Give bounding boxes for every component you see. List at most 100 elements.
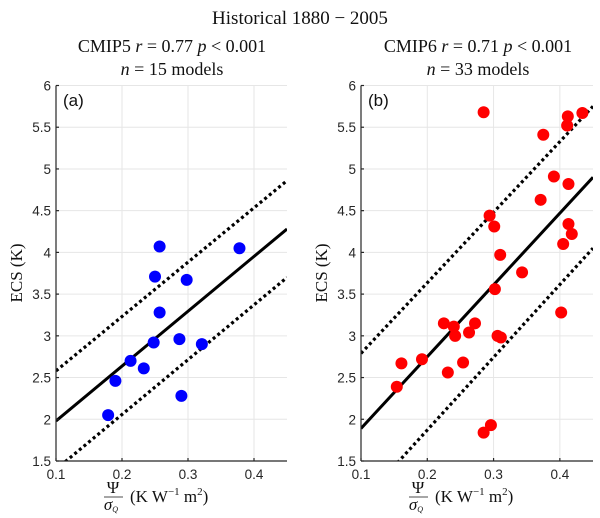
- y-tick-label: 3: [348, 329, 356, 344]
- y-tick-label: 6: [43, 79, 51, 94]
- x-tick-label: 0.4: [550, 467, 569, 482]
- data-point: [149, 270, 161, 283]
- y-tick-label: 5: [43, 162, 51, 177]
- data-point: [447, 320, 460, 333]
- data-point: [484, 419, 497, 432]
- panel-a-marks: [56, 179, 287, 461]
- lower-prediction-bound: [63, 276, 287, 461]
- panel-b-grid: [361, 85, 593, 461]
- panel-a-xlabel: Ψ σQ (K W−1 m2): [104, 478, 208, 514]
- data-point: [516, 266, 529, 279]
- data-point: [463, 326, 476, 339]
- x-tick-label: 0.2: [418, 467, 437, 482]
- data-point: [557, 238, 570, 251]
- data-point: [233, 242, 246, 255]
- data-point: [449, 329, 462, 342]
- xlabel-denominator: σQ: [104, 495, 118, 514]
- regression-line: [56, 227, 287, 423]
- data-point: [562, 177, 575, 190]
- panel-b-axes: 0.1 0.2 0.3 0.4 1.5 2 2.5 3 3.5 4 4.5 5 5.5 6: [337, 79, 593, 482]
- figure-suptitle: Historical 1880 − 2005: [212, 8, 388, 29]
- xlabel-units: (K W−1 m2): [435, 486, 513, 506]
- data-point: [469, 317, 482, 330]
- data-point: [494, 248, 507, 261]
- data-point: [457, 356, 470, 369]
- x-tick-label: 0.2: [113, 467, 132, 482]
- panel-a: CMIP5 r = 0.77 p < 0.001 n = 15 models 0…: [7, 36, 287, 514]
- y-tick-label: 3.5: [337, 287, 356, 302]
- data-point: [137, 362, 150, 375]
- x-tick-label: 0.3: [484, 467, 503, 482]
- data-point: [561, 119, 574, 132]
- y-tick-label: 6: [348, 79, 356, 94]
- xlabel-units: (K W−1 m2): [130, 486, 208, 506]
- upper-prediction-bound: [56, 179, 287, 373]
- data-point: [565, 228, 578, 241]
- y-tick-label: 1.5: [337, 454, 356, 469]
- panel-b-title: CMIP6 r = 0.71 p < 0.001: [384, 36, 572, 56]
- panel-a-tag: (a): [63, 91, 84, 110]
- data-point: [534, 193, 547, 206]
- xlabel-numerator: Ψ: [107, 478, 120, 497]
- y-tick-label: 5: [348, 162, 356, 177]
- y-tick-label: 4.5: [32, 204, 51, 219]
- data-point: [124, 354, 137, 367]
- data-point: [415, 353, 428, 366]
- data-point: [537, 128, 550, 141]
- data-point: [175, 389, 188, 402]
- panel-a-title: CMIP5 r = 0.77 p < 0.001: [78, 36, 266, 56]
- data-point: [102, 409, 115, 422]
- panel-b-tag: (b): [368, 91, 389, 110]
- data-point: [437, 317, 450, 330]
- data-point: [180, 273, 193, 286]
- xlabel-denominator: σQ: [409, 495, 423, 514]
- data-point: [562, 218, 575, 231]
- data-point: [390, 380, 403, 393]
- panel-b: CMIP6 r = 0.71 p < 0.001 n = 33 models 0…: [312, 36, 593, 514]
- data-point: [488, 220, 501, 233]
- y-tick-label: 4.5: [337, 204, 356, 219]
- y-tick-label: 5.5: [337, 120, 356, 135]
- panel-b-ylabel: ECS (K): [312, 243, 331, 302]
- data-point: [441, 366, 454, 379]
- upper-prediction-bound: [361, 105, 593, 355]
- x-tick-label: 0.1: [47, 467, 66, 482]
- data-point: [147, 336, 160, 349]
- y-tick-label: 3.5: [32, 287, 51, 302]
- y-tick-label: 4: [43, 245, 51, 260]
- data-point: [173, 333, 186, 346]
- y-tick-label: 2: [43, 412, 51, 427]
- x-tick-label: 0.3: [179, 467, 198, 482]
- data-point: [494, 331, 507, 344]
- data-point: [153, 306, 166, 319]
- x-tick-label: 0.1: [352, 467, 371, 482]
- data-point: [555, 306, 568, 319]
- x-tick-label: 0.4: [245, 467, 264, 482]
- y-tick-label: 3: [43, 329, 51, 344]
- panel-a-axes: 0.1 0.2 0.3 0.4 1.5 2 2.5 3 3.5 4 4.5 5 5.5 6: [32, 79, 287, 482]
- panel-a-ylabel: ECS (K): [7, 243, 26, 302]
- data-point: [153, 240, 166, 253]
- data-point: [576, 107, 589, 120]
- y-tick-label: 2.5: [337, 371, 356, 386]
- y-tick-label: 4: [348, 245, 356, 260]
- data-point: [477, 106, 490, 119]
- data-point: [561, 110, 574, 123]
- y-tick-label: 2.5: [32, 371, 51, 386]
- panel-b-marks: [361, 105, 593, 461]
- xlabel-numerator: Ψ: [412, 478, 425, 497]
- y-tick-label: 5.5: [32, 120, 51, 135]
- lower-prediction-bound: [396, 247, 593, 461]
- y-tick-label: 2: [348, 412, 356, 427]
- data-point: [547, 170, 560, 183]
- data-point: [477, 426, 490, 439]
- data-point: [395, 357, 408, 370]
- data-point: [483, 209, 496, 222]
- data-point: [195, 338, 208, 351]
- y-tick-label: 1.5: [32, 454, 51, 469]
- panel-b-xlabel: Ψ σQ (K W−1 m2): [409, 478, 513, 514]
- panel-a-subtitle: n = 15 models: [121, 59, 224, 79]
- data-point: [109, 374, 122, 387]
- panel-a-grid: [56, 85, 287, 461]
